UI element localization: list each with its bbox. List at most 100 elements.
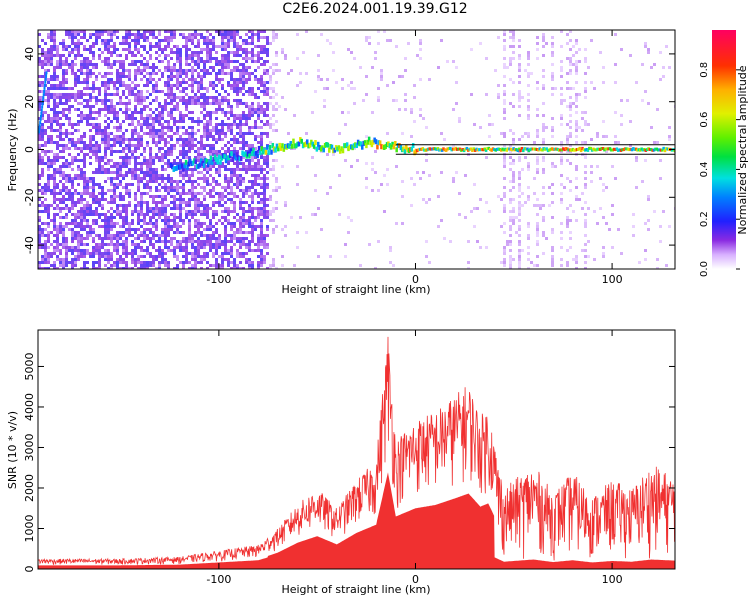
spectrogram-cell (71, 42, 74, 45)
spectrogram-cell (86, 93, 89, 96)
spectrogram-cell (53, 228, 56, 231)
spectrogram-cell (266, 105, 269, 108)
spectrogram-cell (74, 219, 77, 222)
spectrogram-cell (95, 30, 98, 33)
spectrogram-cell (140, 204, 143, 207)
spectrogram-cell (95, 126, 98, 129)
spectrogram-cell (203, 252, 206, 255)
signal-cell (552, 147, 555, 151)
signal-cell (304, 141, 308, 147)
spectrogram-cell (104, 138, 107, 141)
spectrogram-cell (209, 153, 212, 156)
spectrogram-cell (230, 198, 233, 201)
spectrogram-cell (230, 261, 233, 264)
spectrogram-cell (101, 129, 104, 132)
spectrogram-cell (548, 186, 551, 189)
spectrogram-cell (263, 63, 266, 66)
spectrogram-cell (260, 48, 263, 51)
signal-cell (42, 96, 45, 100)
spectrogram-cell (47, 96, 50, 99)
spectrogram-cell (182, 147, 185, 150)
spectrogram-cell (56, 231, 59, 234)
spectrogram-cell (59, 228, 62, 231)
signal-cell (438, 148, 441, 152)
spectrogram-cell (209, 66, 212, 69)
signal-cell (571, 147, 575, 151)
spectrogram-cell (68, 63, 71, 66)
spectrogram-cell (68, 54, 71, 57)
spectrogram-cell (410, 135, 413, 138)
signal-cell (39, 114, 42, 118)
spectrogram-cell (170, 213, 173, 216)
spectrogram-cell (131, 243, 134, 246)
spectrogram-cell (224, 177, 227, 180)
signal-cell (480, 147, 484, 151)
signal-cell (475, 147, 478, 151)
spectrogram-cell (149, 75, 152, 78)
spectrogram-cell (203, 243, 206, 246)
spectrogram-cell (503, 45, 506, 48)
spectrogram-cell (71, 267, 74, 269)
spectrogram-cell (215, 171, 218, 174)
spectrogram-cell (188, 78, 191, 81)
spectrogram-cell (518, 243, 521, 246)
spectrogram-cell (38, 174, 41, 177)
spectrogram-cell (518, 81, 521, 84)
spectrogram-cell (266, 162, 269, 165)
spectrogram-cell (194, 69, 197, 72)
spectrogram-cell (206, 99, 209, 102)
spectrogram-cell (566, 225, 569, 228)
spectrogram-cell (203, 105, 206, 108)
signal-cell (296, 141, 299, 147)
spectrogram-cell (518, 228, 521, 231)
spectrogram-cell (242, 255, 245, 258)
spectrogram-cell (176, 132, 179, 135)
spectrogram-cell (350, 87, 353, 90)
spectrogram-cell (542, 186, 545, 189)
spectrogram-cell (263, 87, 266, 90)
spectrogram-cell (161, 231, 164, 234)
signal-cell (219, 159, 222, 165)
signal-cell (38, 127, 41, 131)
spectrogram-cell (614, 81, 617, 84)
spectrogram-cell (425, 255, 428, 258)
spectrogram-cell (128, 87, 131, 90)
spectrogram-cell (503, 258, 506, 261)
spectrogram-cell (254, 192, 257, 195)
spectrogram-cell (518, 204, 521, 207)
spectrogram-cell (80, 249, 83, 252)
spectrogram-cell (47, 135, 50, 138)
signal-cell (406, 147, 409, 153)
spectrogram-cell (89, 135, 92, 138)
spectrogram-cell (206, 126, 209, 129)
spectrogram-cell (191, 243, 194, 246)
spectrogram-cell (56, 267, 59, 269)
spectrogram-cell (134, 204, 137, 207)
spectrogram-cell (227, 168, 230, 171)
spectrogram-cell (95, 267, 98, 269)
spectrogram-cell (128, 171, 131, 174)
spectrogram-cell (119, 225, 122, 228)
spectrogram-cell (38, 132, 41, 135)
spectrogram-cell (185, 153, 188, 156)
spectrogram-cell (503, 75, 506, 78)
spectrogram-cell (194, 180, 197, 183)
spectrogram-cell (146, 249, 149, 252)
spectrogram-cell (77, 255, 80, 258)
spectrogram-cell (134, 252, 137, 255)
spectrogram-cell (56, 243, 59, 246)
spectrogram-cell (185, 192, 188, 195)
spectrogram-cell (218, 108, 221, 111)
spectrogram-cell (236, 126, 239, 129)
spectrogram-cell (224, 228, 227, 231)
spectrogram-cell (212, 129, 215, 132)
spectrogram-cell (215, 237, 218, 240)
spectrogram-cell (89, 252, 92, 255)
spectrogram-cell (68, 105, 71, 108)
spectrogram-cell (47, 207, 50, 210)
spectrogram-cell (77, 183, 80, 186)
spectrogram-cell (224, 195, 227, 198)
spectrogram-cell (86, 75, 89, 78)
spectrogram-cell (44, 42, 47, 45)
spectrogram-cell (86, 180, 89, 183)
